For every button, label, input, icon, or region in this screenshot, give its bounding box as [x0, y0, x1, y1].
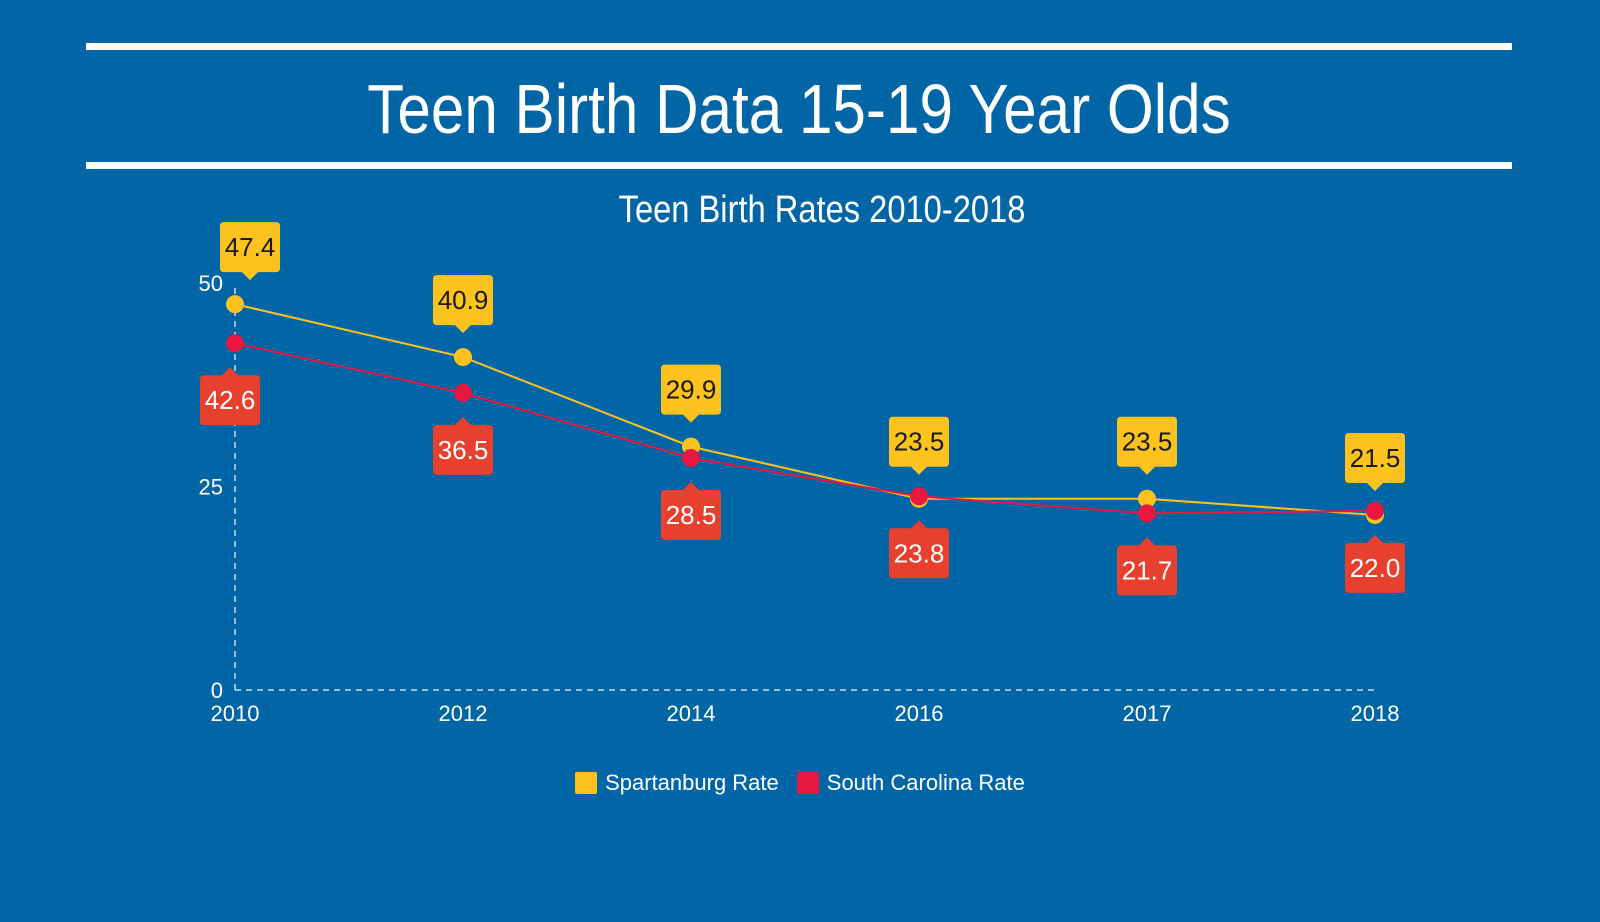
y-tick-label: 50 [199, 271, 223, 296]
data-label-box-south-carolina [889, 520, 949, 579]
data-point-south-carolina[interactable] [1366, 501, 1384, 520]
data-label-box-spartanburg [1117, 416, 1177, 475]
data-label-spartanburg: 23.5 [1122, 427, 1173, 457]
y-tick-label: 25 [199, 475, 223, 500]
legend-item-spartanburg[interactable]: Spartanburg Rate [575, 770, 779, 796]
legend-swatch-south-carolina [796, 772, 819, 794]
chart-legend: Spartanburg Rate South Carolina Rate [0, 770, 1600, 796]
data-label-box-south-carolina [200, 367, 260, 426]
data-label-box-south-carolina [1345, 534, 1405, 593]
legend-label-south-carolina: South Carolina Rate [826, 770, 1025, 795]
data-label-box-spartanburg [661, 364, 721, 423]
data-label-spartanburg: 29.9 [666, 375, 717, 405]
legend-item-south-carolina[interactable]: South Carolina Rate [796, 770, 1025, 796]
x-tick-label: 2017 [1123, 701, 1172, 726]
data-label-south-carolina: 22.0 [1350, 553, 1401, 583]
data-label-spartanburg: 23.5 [894, 427, 945, 457]
x-tick-label: 2016 [895, 701, 944, 726]
series-line-spartanburg [234, 303, 1376, 516]
title-rule-bottom [86, 162, 1512, 169]
data-point-spartanburg[interactable] [454, 348, 472, 367]
legend-swatch-spartanburg [575, 772, 598, 794]
data-label-south-carolina: 23.8 [894, 538, 945, 568]
data-label-south-carolina: 21.7 [1122, 555, 1173, 585]
data-point-spartanburg[interactable] [1138, 489, 1156, 508]
data-point-spartanburg[interactable] [226, 295, 244, 314]
y-tick-label: 0 [211, 678, 223, 703]
title-rule-top [86, 43, 1512, 50]
data-label-box-south-carolina [433, 416, 493, 475]
data-label-box-spartanburg [220, 222, 280, 281]
data-label-south-carolina: 28.5 [666, 500, 717, 530]
series-line-south-carolina [234, 342, 1376, 515]
chart-title: Teen Birth Rates 2010-2018 [619, 188, 1026, 231]
data-label-spartanburg: 21.5 [1350, 443, 1401, 473]
data-point-south-carolina[interactable] [226, 334, 244, 353]
data-point-south-carolina[interactable] [454, 383, 472, 402]
x-tick-label: 2018 [1351, 701, 1400, 726]
data-point-south-carolina[interactable] [910, 487, 928, 506]
data-label-box-spartanburg [1345, 432, 1405, 491]
data-point-south-carolina[interactable] [682, 449, 700, 468]
data-label-south-carolina: 42.6 [205, 385, 256, 415]
data-label-spartanburg: 40.9 [438, 285, 489, 315]
data-label-box-south-carolina [661, 482, 721, 541]
legend-label-spartanburg: Spartanburg Rate [605, 770, 779, 795]
data-label-south-carolina: 36.5 [438, 435, 489, 465]
page-title: Teen Birth Data 15-19 Year Olds [367, 70, 1231, 148]
x-tick-label: 2014 [667, 701, 716, 726]
data-point-south-carolina[interactable] [1138, 504, 1156, 523]
data-label-spartanburg: 47.4 [225, 232, 276, 262]
x-tick-label: 2012 [439, 701, 488, 726]
data-label-box-spartanburg [889, 416, 949, 475]
data-label-box-south-carolina [1117, 537, 1177, 596]
x-tick-label: 2010 [211, 701, 260, 726]
data-label-box-spartanburg [433, 275, 493, 334]
